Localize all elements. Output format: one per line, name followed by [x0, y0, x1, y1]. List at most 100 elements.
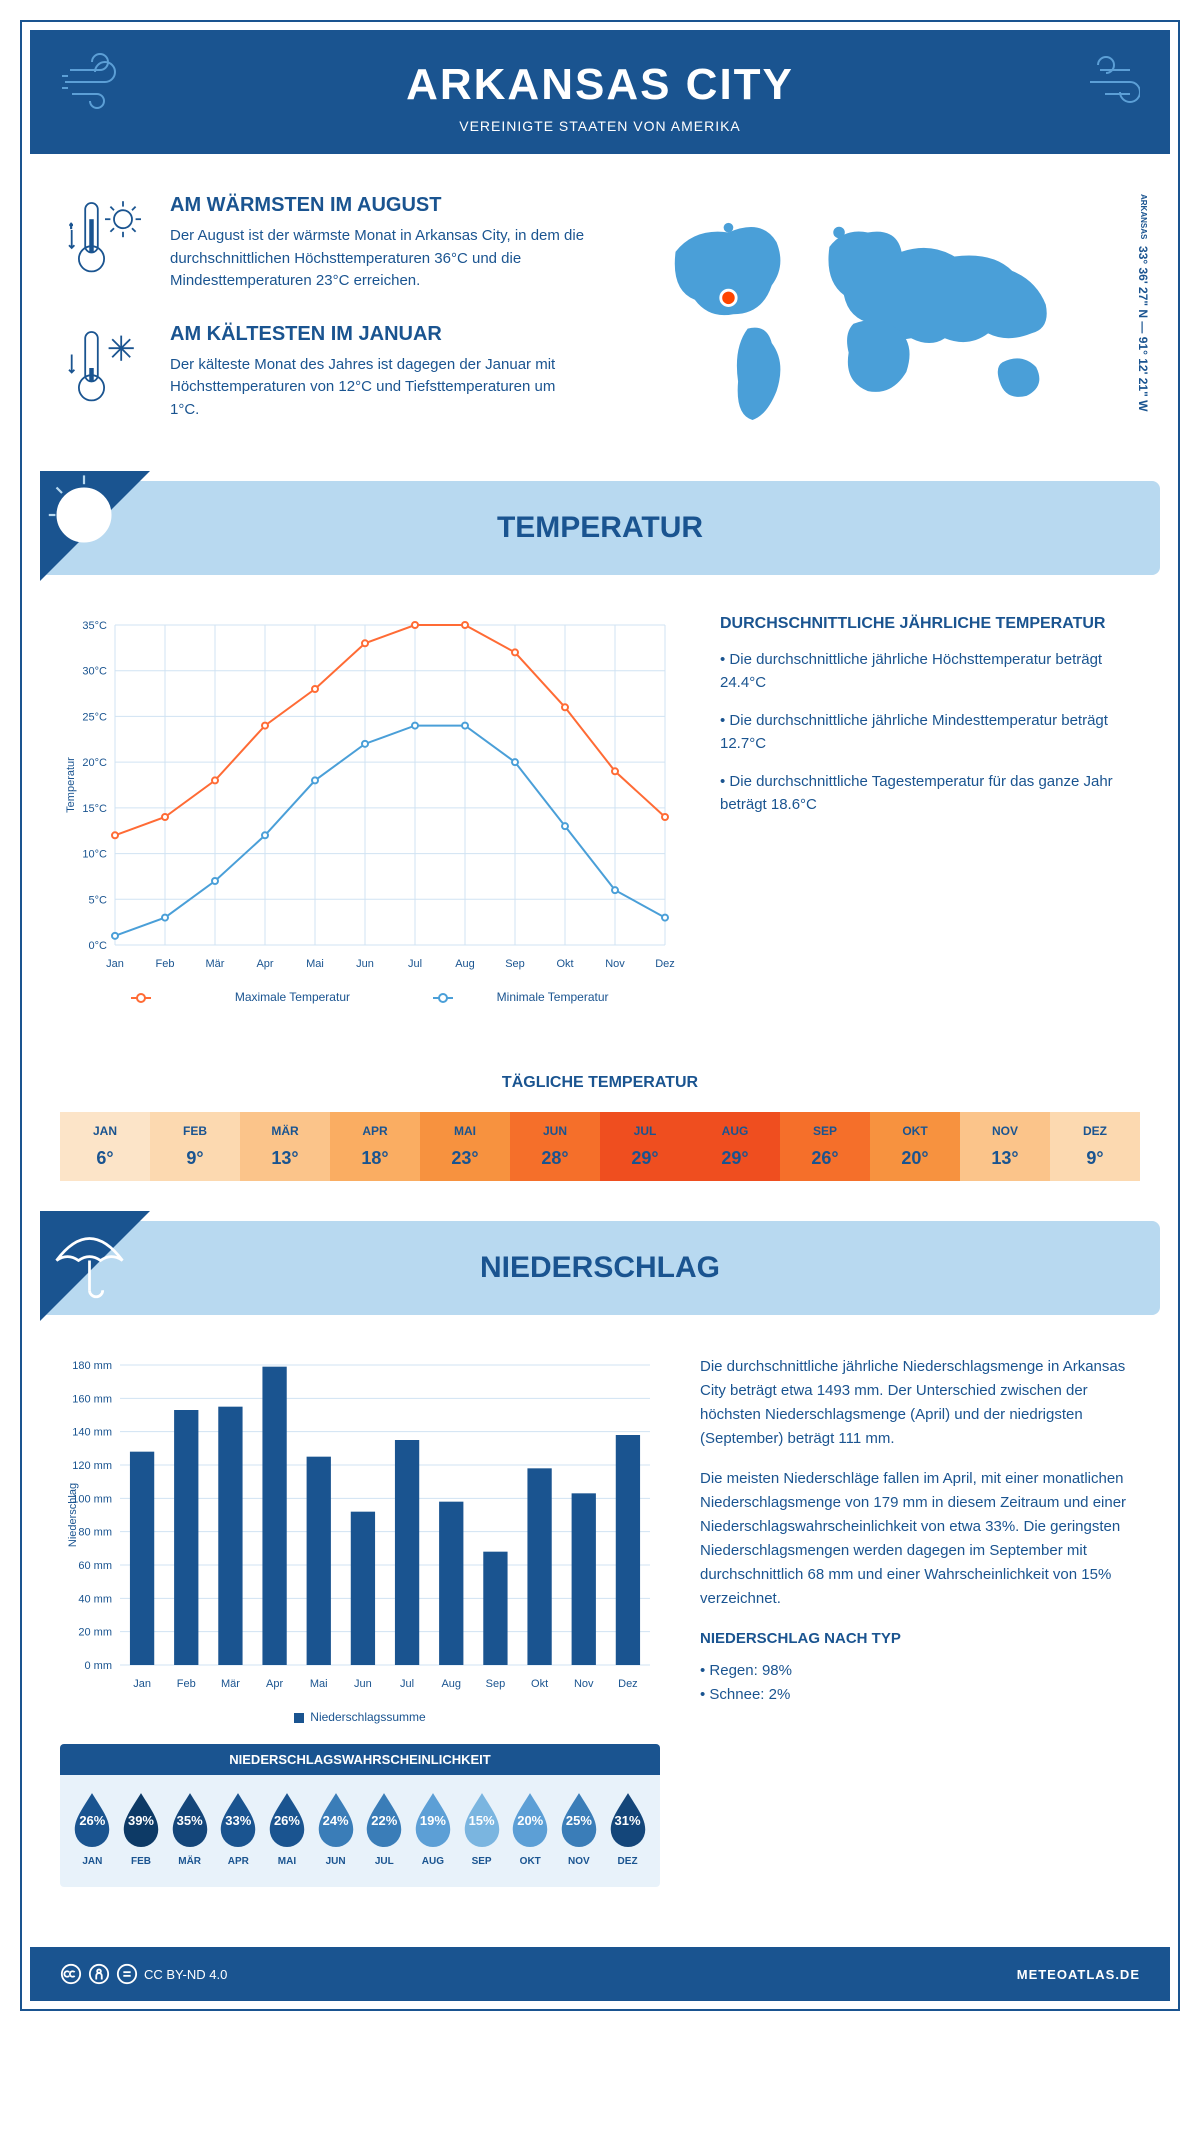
precip-drop: 20%OKT [506, 1791, 554, 1867]
svg-text:Nov: Nov [605, 958, 625, 970]
daily-temp-table: JAN6°FEB9°MÄR13°APR18°MAI23°JUN28°JUL29°… [60, 1112, 1140, 1181]
daily-temp-cell: NOV13° [960, 1112, 1050, 1181]
daily-temp-cell: MÄR13° [240, 1112, 330, 1181]
svg-text:Okt: Okt [556, 958, 573, 970]
precip-probability-row: 26%JAN39%FEB35%MÄR33%APR26%MAI24%JUN22%J… [60, 1775, 660, 1887]
svg-text:Jul: Jul [400, 1678, 414, 1690]
svg-text:20°C: 20°C [82, 757, 107, 769]
svg-text:Jan: Jan [106, 958, 124, 970]
precip-para-2: Die meisten Niederschläge fallen im Apri… [700, 1467, 1140, 1611]
precip-drop: 19%AUG [409, 1791, 457, 1867]
coldest-title: AM KÄLTESTEN IM JANUAR [170, 323, 585, 346]
svg-text:Dez: Dez [618, 1678, 638, 1690]
daily-temp-cell: DEZ9° [1050, 1112, 1140, 1181]
cc-icon [60, 1963, 82, 1985]
temperature-section-header: TEMPERATUR [40, 481, 1160, 575]
info-section: ↑ AM WÄRMSTEN IM AUGUST Der August ist d… [30, 154, 1170, 481]
precip-type-title: NIEDERSCHLAG NACH TYP [700, 1627, 1140, 1651]
temp-bullet-2: • Die durchschnittliche jährliche Mindes… [720, 710, 1140, 755]
warmest-text: Der August ist der wärmste Monat in Arka… [170, 225, 585, 293]
svg-text:Okt: Okt [531, 1678, 548, 1690]
precip-probability-title: NIEDERSCHLAGSWAHRSCHEINLICHKEIT [60, 1744, 660, 1775]
precip-type-1: • Regen: 98% [700, 1659, 1140, 1683]
temperature-title: TEMPERATUR [497, 511, 703, 544]
svg-text:Temperatur: Temperatur [65, 757, 77, 813]
precipitation-section-header: NIEDERSCHLAG [40, 1221, 1160, 1315]
daily-temp-cell: OKT20° [870, 1112, 960, 1181]
svg-text:0 mm: 0 mm [85, 1660, 113, 1672]
country-subtitle: VEREINIGTE STAATEN VON AMERIKA [50, 118, 1150, 134]
svg-text:Feb: Feb [177, 1678, 196, 1690]
svg-text:Apr: Apr [266, 1678, 283, 1690]
precip-type-2: • Schnee: 2% [700, 1683, 1140, 1707]
svg-text:Nov: Nov [574, 1678, 594, 1690]
svg-text:20 mm: 20 mm [78, 1627, 112, 1639]
svg-text:120 mm: 120 mm [72, 1460, 112, 1472]
daily-temp-cell: JUN28° [510, 1112, 600, 1181]
svg-text:0°C: 0°C [89, 940, 108, 952]
license-text: CC BY-ND 4.0 [144, 1967, 227, 1982]
location-marker [721, 290, 736, 305]
sun-icon [40, 471, 150, 581]
svg-text:160 mm: 160 mm [72, 1393, 112, 1405]
daily-temp-title: TÄGLICHE TEMPERATUR [30, 1074, 1170, 1092]
svg-text:140 mm: 140 mm [72, 1427, 112, 1439]
svg-text:Sep: Sep [486, 1678, 506, 1690]
page-header: ARKANSAS CITY VEREINIGTE STAATEN VON AME… [30, 30, 1170, 154]
svg-text:10°C: 10°C [82, 849, 107, 861]
city-title: ARKANSAS CITY [50, 60, 1150, 110]
warmest-title: AM WÄRMSTEN IM AUGUST [170, 194, 585, 217]
daily-temp-cell: FEB9° [150, 1112, 240, 1181]
svg-text:↑: ↑ [69, 221, 73, 230]
coldest-text: Der kälteste Monat des Jahres ist dagege… [170, 354, 585, 422]
thermometer-cold-icon [60, 323, 150, 422]
precip-para-1: Die durchschnittliche jährliche Niedersc… [700, 1355, 1140, 1451]
svg-text:180 mm: 180 mm [72, 1360, 112, 1372]
brand-text: METEOATLAS.DE [1017, 1967, 1140, 1982]
precipitation-title: NIEDERSCHLAG [480, 1251, 720, 1284]
precip-drop: 26%MAI [263, 1791, 311, 1867]
daily-temp-cell: AUG29° [690, 1112, 780, 1181]
nd-icon [116, 1963, 138, 1985]
svg-text:35°C: 35°C [82, 620, 107, 632]
page-footer: CC BY-ND 4.0 METEOATLAS.DE [30, 1947, 1170, 2001]
svg-text:Jun: Jun [354, 1678, 372, 1690]
svg-text:Apr: Apr [256, 958, 273, 970]
svg-text:Jul: Jul [408, 958, 422, 970]
svg-text:Jun: Jun [356, 958, 374, 970]
daily-temp-cell: JUL29° [600, 1112, 690, 1181]
thermometer-hot-icon: ↑ [60, 194, 150, 293]
daily-temp-cell: SEP26° [780, 1112, 870, 1181]
wind-icon-left [60, 50, 140, 110]
svg-text:Dez: Dez [655, 958, 675, 970]
temperature-line-chart: 0°C5°C10°C15°C20°C25°C30°C35°CJanFebMärA… [60, 615, 680, 1004]
by-icon [88, 1963, 110, 1985]
umbrella-icon [40, 1211, 150, 1321]
svg-text:40 mm: 40 mm [78, 1593, 112, 1605]
svg-text:60 mm: 60 mm [78, 1560, 112, 1572]
svg-text:Jan: Jan [133, 1678, 151, 1690]
svg-text:Aug: Aug [455, 958, 475, 970]
precip-drop: 22%JUL [360, 1791, 408, 1867]
daily-temp-cell: JAN6° [60, 1112, 150, 1181]
temp-summary-title: DURCHSCHNITTLICHE JÄHRLICHE TEMPERATUR [720, 615, 1140, 633]
coldest-block: AM KÄLTESTEN IM JANUAR Der kälteste Mona… [60, 323, 585, 422]
svg-text:Aug: Aug [441, 1678, 461, 1690]
precip-drop: 33%APR [214, 1791, 262, 1867]
precip-drop: 26%JAN [68, 1791, 116, 1867]
svg-text:Niederschlag: Niederschlag [67, 1483, 79, 1547]
svg-text:Mai: Mai [306, 958, 324, 970]
svg-text:Sep: Sep [505, 958, 525, 970]
svg-text:15°C: 15°C [82, 803, 107, 815]
license-block: CC BY-ND 4.0 [60, 1963, 227, 1985]
precip-drop: 39%FEB [117, 1791, 165, 1867]
svg-text:80 mm: 80 mm [78, 1527, 112, 1539]
svg-text:Mai: Mai [310, 1678, 328, 1690]
daily-temp-cell: APR18° [330, 1112, 420, 1181]
svg-text:5°C: 5°C [89, 894, 108, 906]
temperature-legend: Maximale Temperatur Minimale Temperatur [60, 990, 680, 1004]
precip-drop: 24%JUN [312, 1791, 360, 1867]
precip-drop: 35%MÄR [166, 1791, 214, 1867]
warmest-block: ↑ AM WÄRMSTEN IM AUGUST Der August ist d… [60, 194, 585, 293]
temp-bullet-3: • Die durchschnittliche Tagestemperatur … [720, 771, 1140, 816]
